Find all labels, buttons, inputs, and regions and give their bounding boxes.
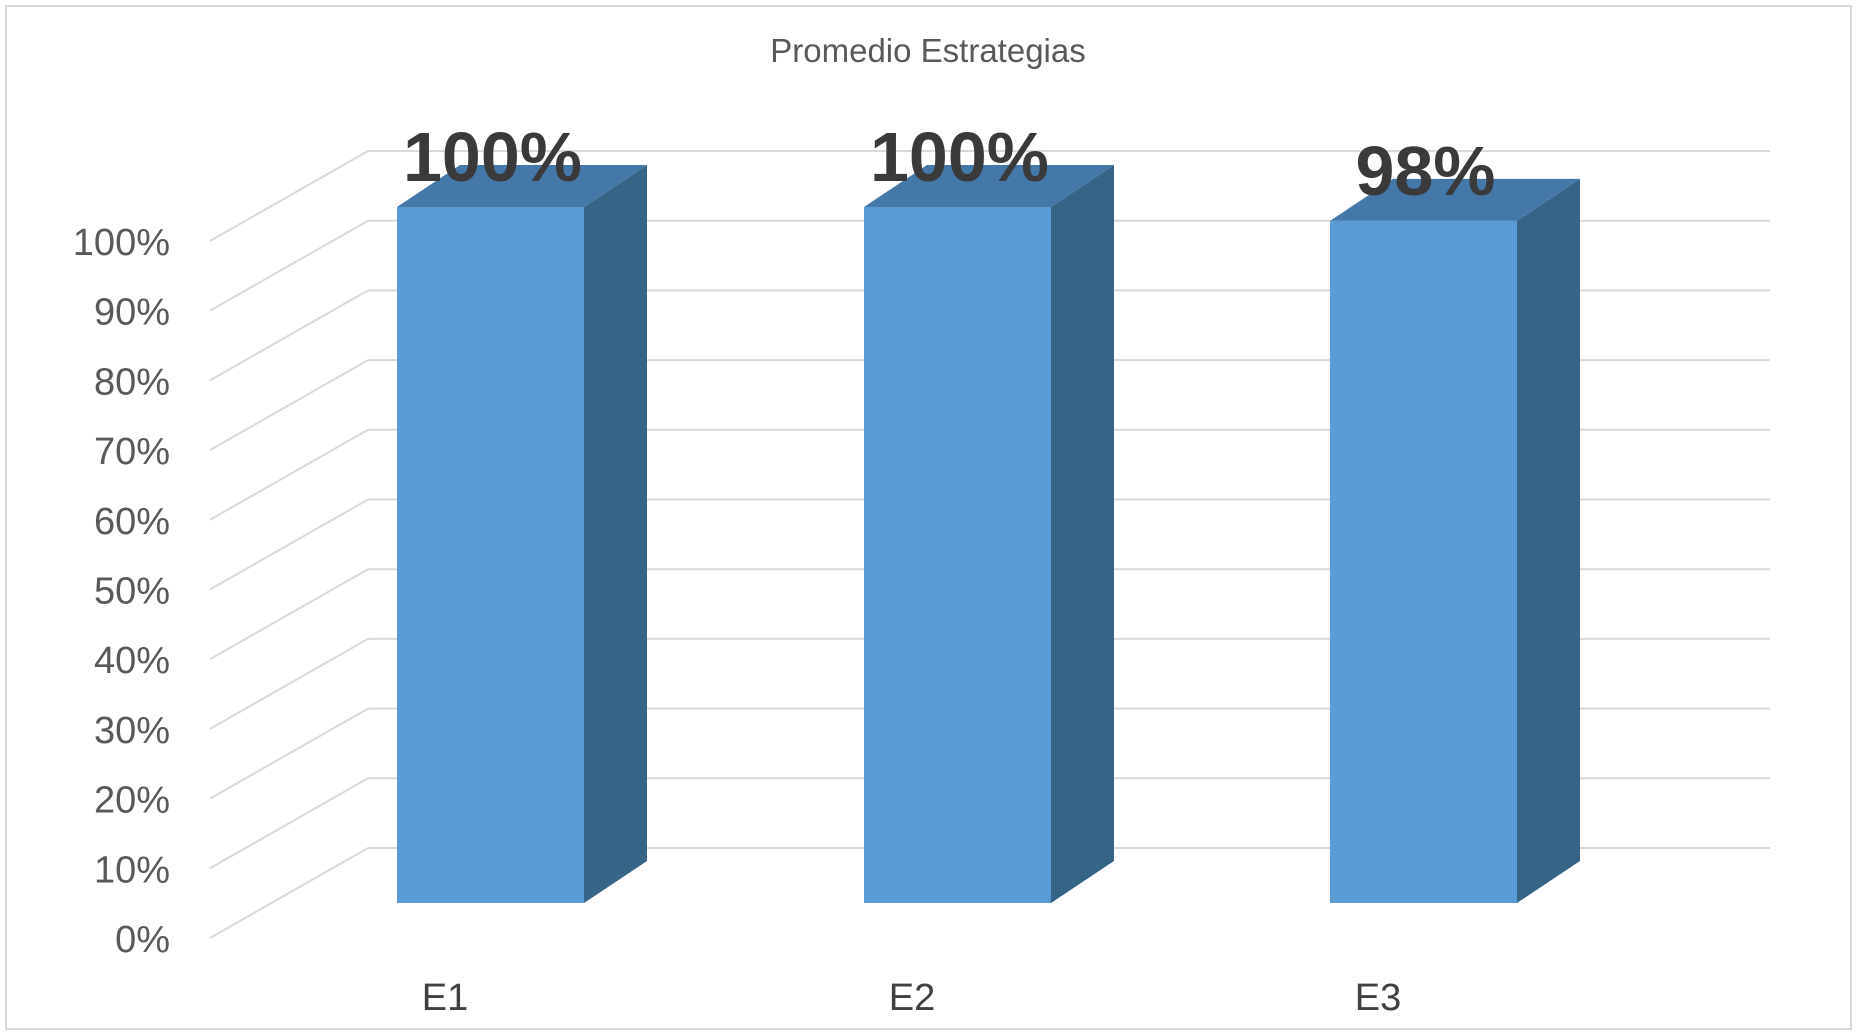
gridline-side — [209, 219, 369, 312]
x-tick-label: E2 — [889, 977, 935, 1019]
x-axis-tick-labels: E1 E2 E3 — [422, 977, 1401, 1019]
bar-top — [864, 165, 1114, 207]
gridline-side — [209, 707, 369, 800]
y-tick-label: 60% — [94, 501, 170, 543]
y-tick-label: 10% — [94, 849, 170, 891]
gridline-side — [209, 428, 369, 521]
data-labels: 100% 100% 98% — [403, 118, 1496, 210]
gridline-side — [209, 498, 369, 591]
y-tick-label: 80% — [94, 361, 170, 403]
bar-side — [584, 165, 647, 903]
gridline-side — [209, 359, 369, 451]
gridline-side — [209, 568, 369, 661]
bars — [397, 165, 1580, 904]
y-tick-label: 30% — [94, 710, 170, 752]
y-tick-label: 20% — [94, 780, 170, 822]
bar-top — [1330, 178, 1580, 221]
bar-side — [1517, 178, 1580, 904]
y-tick-label: 100% — [73, 222, 170, 264]
y-axis-tick-labels: 0% 10% 20% 30% 40% 50% 60% 70% 80% 90% 100% — [73, 222, 170, 961]
bar — [1330, 220, 1517, 904]
gridline-side — [209, 777, 369, 870]
data-label: 100% — [403, 118, 582, 196]
data-label: 100% — [870, 118, 1049, 196]
data-label: 98% — [1355, 132, 1495, 210]
chart-title: Promedio Estrategias — [770, 32, 1085, 69]
gridline-side — [209, 847, 369, 939]
y-tick-label: 90% — [94, 292, 170, 334]
gridline-side — [209, 150, 369, 242]
x-tick-label: E3 — [1355, 977, 1401, 1019]
x-tick-label: E1 — [422, 977, 468, 1019]
y-tick-label: 40% — [94, 640, 170, 682]
bar — [864, 207, 1051, 903]
y-tick-label: 50% — [94, 571, 170, 613]
y-tick-label: 0% — [115, 919, 170, 961]
y-tick-label: 70% — [94, 431, 170, 473]
bar-side — [1051, 165, 1114, 903]
gridline-side — [209, 638, 369, 730]
gridline-side — [209, 289, 369, 382]
bar-top — [397, 165, 647, 207]
bar — [397, 207, 584, 903]
